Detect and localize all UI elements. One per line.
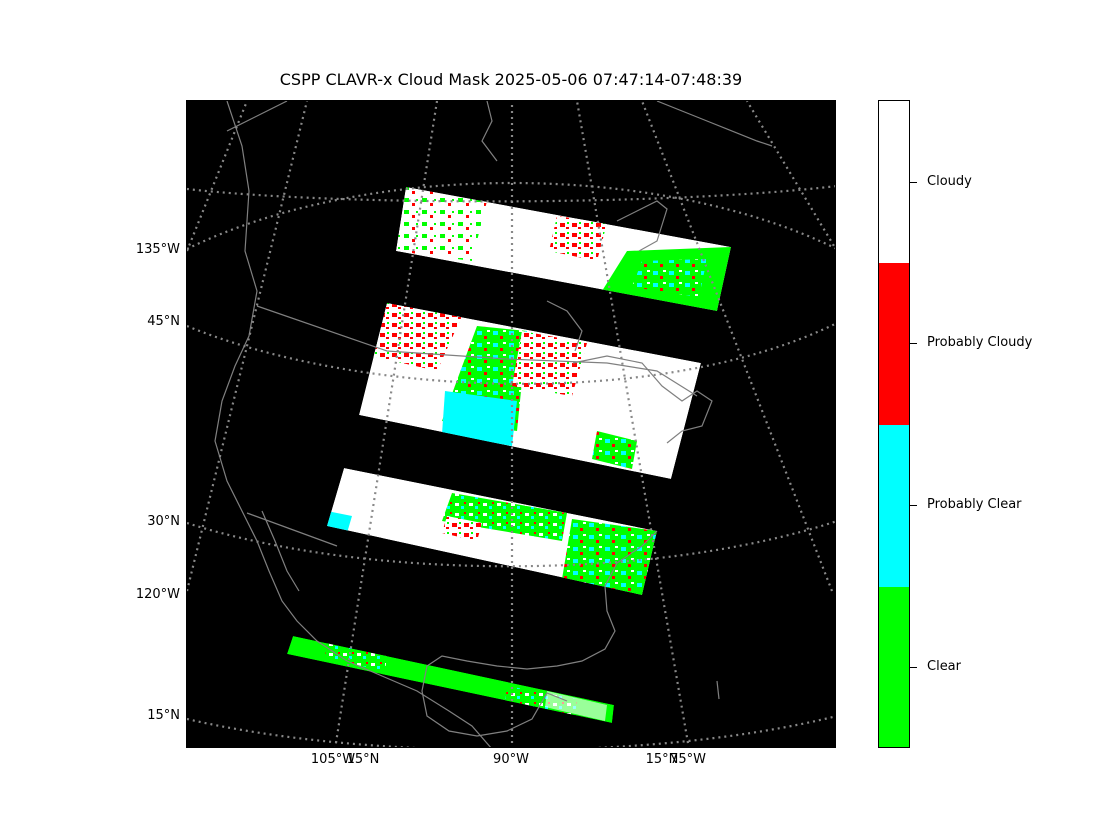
- coastlines: [214, 101, 773, 747]
- colorbar-tick-clear: [910, 667, 917, 668]
- map-panel: [186, 100, 836, 748]
- lat-label-135w: 135°W: [135, 242, 180, 257]
- lon-label-75w: 75°W: [670, 752, 706, 767]
- lon-label-90w: 90°W: [493, 752, 529, 767]
- swath-2: [359, 303, 701, 479]
- colorbar-segment-probably-clear: [879, 425, 909, 587]
- map-title: CSPP CLAVR-x Cloud Mask 2025-05-06 07:47…: [279, 70, 743, 89]
- colorbar-label-probably-clear: Probably Clear: [927, 497, 1022, 512]
- graticule: [187, 101, 835, 747]
- lon-label-15n-left: 15°N: [346, 752, 380, 767]
- colorbar-tick-probably-cloudy: [910, 343, 917, 344]
- lat-label-120w: 120°W: [135, 587, 180, 602]
- colorbar-tick-probably-clear: [910, 505, 917, 506]
- lat-label-15n: 15°N: [147, 708, 180, 723]
- cloud-mask-map: [187, 101, 835, 747]
- lon-label-105w: 105°W: [310, 752, 356, 767]
- colorbar-label-probably-cloudy: Probably Cloudy: [927, 335, 1033, 350]
- swath-4: [287, 636, 614, 723]
- colorbar-segment-cloudy: [879, 101, 909, 263]
- colorbar-label-clear: Clear: [927, 659, 961, 674]
- lat-label-30n: 30°N: [147, 514, 180, 529]
- colorbar-segment-clear: [879, 587, 909, 747]
- lat-label-45n: 45°N: [147, 314, 180, 329]
- colorbar-label-cloudy: Cloudy: [927, 174, 972, 189]
- colorbar-tick-cloudy: [910, 182, 917, 183]
- swath-1: [396, 187, 731, 311]
- colorbar-segment-probably-cloudy: [879, 263, 909, 425]
- colorbar: [878, 100, 910, 748]
- swath-3: [327, 468, 657, 595]
- lon-label-15n-right: 15°N: [645, 752, 679, 767]
